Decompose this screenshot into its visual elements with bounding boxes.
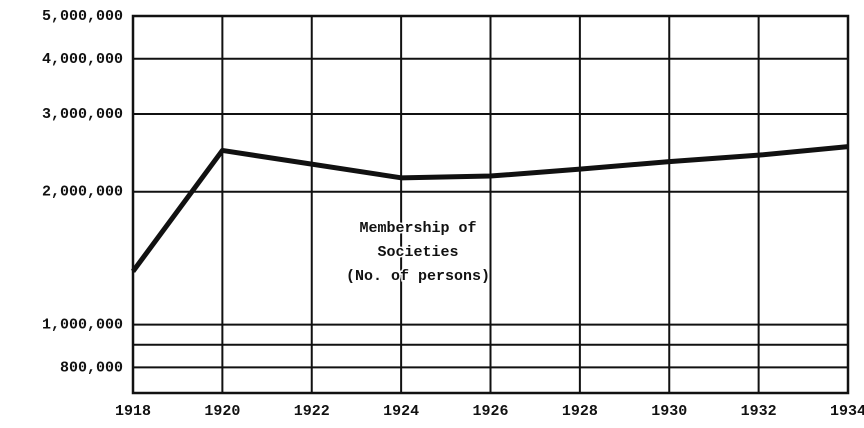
x-tick-label: 1918 xyxy=(115,403,151,420)
x-tick-label: 1930 xyxy=(651,403,687,420)
x-tick-label: 1932 xyxy=(741,403,777,420)
y-tick-label: 5,000,000 xyxy=(42,8,123,25)
x-tick-label: 1920 xyxy=(204,403,240,420)
x-tick-label: 1924 xyxy=(383,403,419,420)
x-tick-label: 1928 xyxy=(562,403,598,420)
y-tick-label: 4,000,000 xyxy=(42,51,123,68)
y-tick-label: 3,000,000 xyxy=(42,106,123,123)
x-tick-label: 1926 xyxy=(472,403,508,420)
annotation: Membership of xyxy=(359,220,476,237)
annotation: (No. of persons) xyxy=(346,268,490,285)
x-tick-label: 1922 xyxy=(294,403,330,420)
data-line xyxy=(130,144,849,273)
y-tick-label: 1,000,000 xyxy=(42,317,123,334)
y-tick-label: 2,000,000 xyxy=(42,184,123,201)
x-tick-label: 1934 xyxy=(830,403,864,420)
y-tick-label: 800,000 xyxy=(60,359,123,376)
annotation: Societies xyxy=(377,244,458,261)
